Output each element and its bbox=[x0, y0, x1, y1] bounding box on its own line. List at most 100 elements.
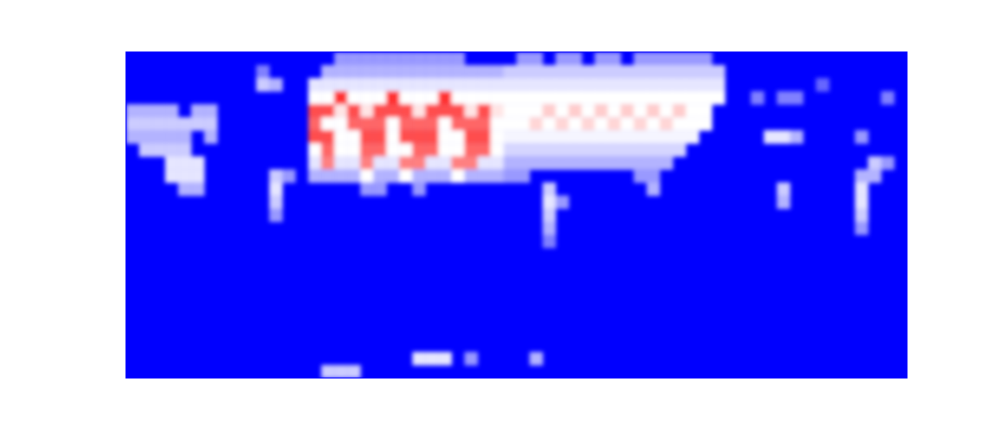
heatmap-cell bbox=[360, 104, 374, 118]
heatmap-cell bbox=[412, 182, 426, 196]
heatmap-cell bbox=[425, 52, 439, 66]
heatmap-cell bbox=[673, 91, 687, 105]
heatmap-cell bbox=[660, 117, 674, 131]
heatmap-cell bbox=[530, 65, 544, 79]
heatmap-cell bbox=[634, 104, 648, 118]
heatmap-cell bbox=[321, 365, 335, 378]
heatmap-cell bbox=[347, 52, 361, 66]
chart bbox=[0, 0, 1008, 432]
heatmap-cell bbox=[360, 182, 374, 196]
heatmap-cell bbox=[165, 143, 179, 157]
heatmap-cell bbox=[569, 78, 583, 92]
heatmap-cell bbox=[282, 169, 296, 183]
heatmap-cell bbox=[412, 169, 426, 183]
heatmap-cell bbox=[634, 65, 648, 79]
heatmap-cell bbox=[360, 143, 374, 157]
heatmap-cell bbox=[178, 169, 192, 183]
heatmap-cell bbox=[621, 91, 635, 105]
heatmap-cell bbox=[556, 78, 570, 92]
heatmap-cell bbox=[412, 104, 426, 118]
heatmap-cell bbox=[425, 169, 439, 183]
heatmap-cell bbox=[647, 104, 661, 118]
heatmap-cell bbox=[464, 104, 478, 118]
heatmap-cell bbox=[477, 104, 491, 118]
heatmap-cell bbox=[165, 130, 179, 144]
heatmap-cell bbox=[503, 130, 517, 144]
heatmap-cell bbox=[647, 65, 661, 79]
heatmap-cell bbox=[503, 65, 517, 79]
heatmap-cell bbox=[334, 65, 348, 79]
heatmap-cell bbox=[556, 195, 570, 209]
heatmap-cell bbox=[543, 208, 557, 222]
heatmap-cell bbox=[543, 130, 557, 144]
heatmap-cell bbox=[399, 143, 413, 157]
heatmap-cell bbox=[412, 156, 426, 170]
heatmap-cell bbox=[543, 104, 557, 118]
heatmap-cell bbox=[347, 78, 361, 92]
heatmap-cell bbox=[503, 117, 517, 131]
heatmap-cell bbox=[868, 169, 882, 183]
heatmap-cell bbox=[556, 65, 570, 79]
heatmap-cell bbox=[204, 104, 218, 118]
heatmap-cell bbox=[347, 169, 361, 183]
heatmap-cell bbox=[517, 52, 531, 66]
heatmap-cell bbox=[126, 104, 140, 118]
heatmap-cell bbox=[373, 169, 387, 183]
heatmap-cell bbox=[686, 52, 700, 66]
heatmap-cell bbox=[530, 352, 544, 366]
heatmap-cell bbox=[543, 91, 557, 105]
heatmap-cell bbox=[517, 91, 531, 105]
heatmap-cell bbox=[412, 78, 426, 92]
heatmap-cell bbox=[308, 143, 322, 157]
heatmap-cell bbox=[399, 169, 413, 183]
heatmap-cell bbox=[412, 143, 426, 157]
heatmap-cell bbox=[660, 156, 674, 170]
heatmap-cell bbox=[126, 130, 140, 144]
heatmap-cell bbox=[178, 143, 192, 157]
heatmap-cell bbox=[464, 65, 478, 79]
heatmap-cell bbox=[686, 91, 700, 105]
heatmap-cell bbox=[686, 78, 700, 92]
heatmap-cell bbox=[438, 156, 452, 170]
heatmap-cell bbox=[386, 52, 400, 66]
heatmap-cell bbox=[360, 117, 374, 131]
heatmap-cell bbox=[334, 117, 348, 131]
cells-clip bbox=[126, 52, 894, 378]
heatmap-cell bbox=[517, 169, 531, 183]
heatmap-cell bbox=[334, 104, 348, 118]
heatmap-cell bbox=[451, 130, 465, 144]
heatmap-cell bbox=[530, 104, 544, 118]
heatmap-cell bbox=[673, 117, 687, 131]
heatmap-cell bbox=[490, 169, 504, 183]
heatmap-cell bbox=[373, 117, 387, 131]
heatmap-cell bbox=[490, 143, 504, 157]
heatmap-cell bbox=[373, 156, 387, 170]
heatmap-cell bbox=[595, 52, 609, 66]
heatmap-cell bbox=[256, 78, 270, 92]
heatmap-cell bbox=[438, 52, 452, 66]
heatmap-cell bbox=[191, 117, 205, 131]
heatmap-cell bbox=[530, 156, 544, 170]
heatmap-cell bbox=[556, 91, 570, 105]
heatmap-cell bbox=[152, 104, 166, 118]
heatmap-cell bbox=[347, 143, 361, 157]
heatmap-cell bbox=[855, 195, 869, 209]
heatmap-cell bbox=[139, 104, 153, 118]
heatmap-cell bbox=[647, 91, 661, 105]
heatmap-cell bbox=[543, 117, 557, 131]
heatmap-cell bbox=[608, 91, 622, 105]
heatmap-cell bbox=[660, 130, 674, 144]
heatmap-cell bbox=[634, 52, 648, 66]
heatmap-cell bbox=[647, 169, 661, 183]
heatmap-cell bbox=[269, 169, 283, 183]
heatmap-cell bbox=[816, 78, 830, 92]
heatmap-cell bbox=[438, 78, 452, 92]
heatmap-cell bbox=[621, 143, 635, 157]
heatmap-cell bbox=[647, 78, 661, 92]
heatmap-cell bbox=[139, 143, 153, 157]
heatmap-cell bbox=[621, 65, 635, 79]
heatmap-cell bbox=[530, 143, 544, 157]
heatmap-cell bbox=[608, 52, 622, 66]
heatmap-cell bbox=[425, 130, 439, 144]
heatmap-cell bbox=[308, 169, 322, 183]
